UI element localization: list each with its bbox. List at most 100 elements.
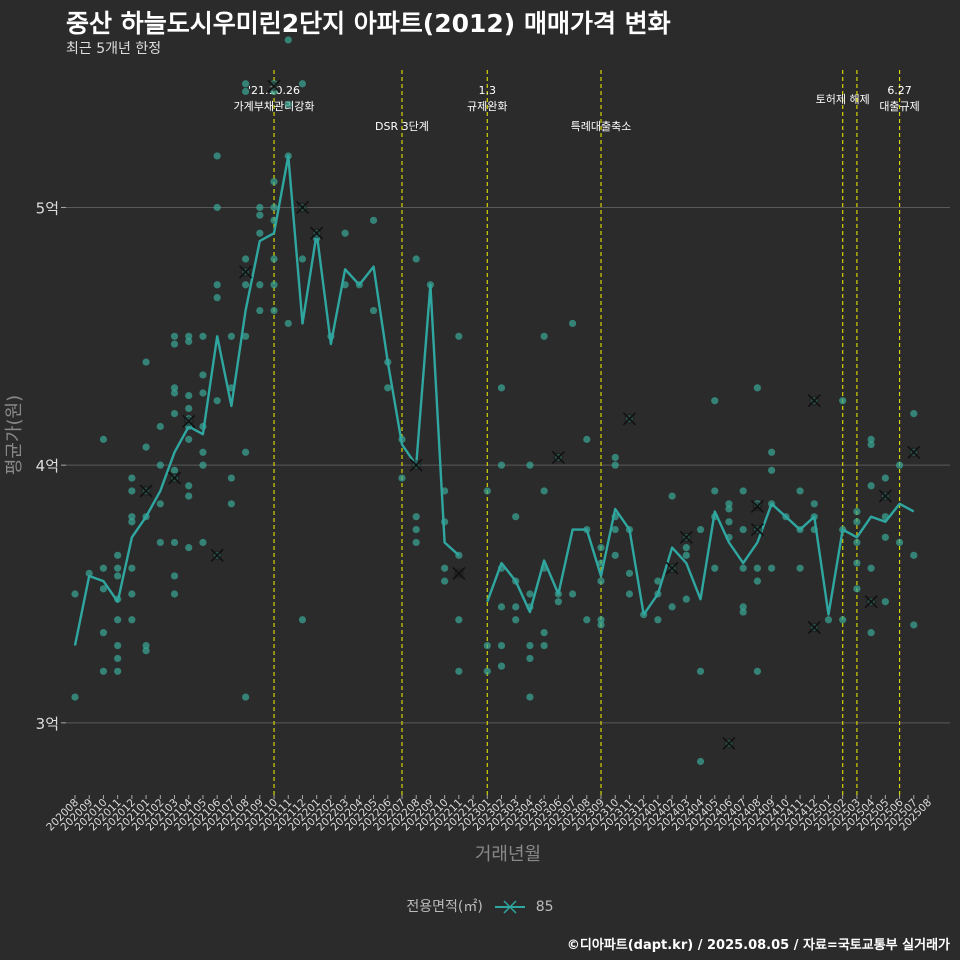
data-point (128, 474, 136, 482)
highlight-marker (551, 450, 565, 464)
data-point (853, 507, 861, 516)
data-point (441, 577, 449, 585)
data-point (497, 461, 506, 469)
highlight-marker (167, 471, 182, 485)
data-point (398, 474, 406, 482)
data-point (910, 551, 918, 559)
data-point (540, 487, 548, 495)
data-point (512, 603, 520, 611)
legend: 전용면적(㎡) 85 (0, 896, 960, 916)
data-point (242, 693, 250, 701)
data-point (242, 87, 250, 96)
highlight-cross (239, 265, 253, 279)
x-axis-label: 거래년월 (475, 844, 541, 865)
data-point (341, 229, 349, 237)
data-point (199, 538, 207, 547)
highlight-marker (665, 561, 679, 575)
data-point (455, 616, 463, 624)
highlight-cross (210, 548, 224, 562)
data-point (99, 667, 108, 675)
data-point (170, 590, 179, 598)
highlight-cross (722, 736, 736, 751)
data-point (128, 616, 136, 624)
data-point (142, 358, 150, 366)
data-point (185, 435, 193, 443)
highlight-cross (182, 414, 196, 428)
data-point (142, 443, 150, 451)
highlight-marker (722, 736, 736, 751)
data-point (170, 572, 179, 580)
highlight-marker (622, 412, 637, 426)
data-point (114, 654, 122, 663)
data-point (753, 667, 762, 675)
data-point (114, 641, 122, 650)
event-label: 대출규제 (879, 100, 919, 113)
data-point (682, 595, 690, 603)
data-point (654, 577, 662, 585)
data-point (910, 410, 918, 418)
data-point (170, 340, 179, 348)
data-point (611, 461, 619, 469)
data-point (568, 319, 577, 328)
highlight-cross (139, 484, 153, 498)
data-point (483, 641, 491, 650)
data-point (412, 538, 420, 547)
series-line (73, 154, 460, 646)
highlight-marker (310, 226, 324, 240)
data-point (867, 564, 875, 572)
highlight-markers (139, 79, 921, 751)
data-point (199, 448, 207, 456)
data-point (256, 203, 264, 212)
data-point (170, 466, 179, 474)
chart-title: 중산 하늘도시우미린2단지 아파트(2012) 매매가격 변화 (66, 9, 671, 38)
highlight-marker (878, 489, 892, 503)
data-point (170, 332, 179, 340)
data-point (711, 397, 719, 405)
highlight-marker (295, 200, 310, 215)
event-markers: '21.10.26가계부채관리강화DSR 3단계1.3규제완화특례대출축소토허제… (234, 70, 920, 795)
data-point (497, 384, 506, 392)
data-point (128, 513, 136, 521)
data-point (853, 559, 861, 567)
data-point (71, 693, 79, 701)
data-point (668, 492, 676, 500)
data-point (170, 410, 179, 418)
transaction-points (71, 36, 918, 766)
data-point (526, 461, 534, 469)
event-label: 규제완화 (467, 100, 507, 113)
data-point (625, 569, 634, 577)
data-point (256, 306, 264, 315)
data-point (114, 616, 122, 624)
data-point (185, 482, 193, 490)
data-point (256, 211, 264, 219)
data-point (213, 397, 221, 405)
event-label: 1.3 (479, 84, 497, 97)
highlight-cross (878, 489, 892, 503)
data-point (497, 662, 506, 670)
data-point (227, 500, 235, 508)
data-point (597, 544, 605, 552)
data-point (242, 255, 250, 263)
y-axis-label: 평균가(원) (4, 395, 25, 475)
data-point (412, 513, 420, 521)
data-point (256, 229, 264, 237)
data-point (185, 391, 193, 400)
data-point (540, 629, 548, 637)
data-point (682, 551, 690, 559)
highlight-cross (807, 620, 821, 635)
data-point (725, 505, 733, 513)
data-point (114, 667, 122, 675)
data-point (910, 621, 918, 629)
data-point (583, 616, 591, 624)
data-point (213, 203, 221, 212)
data-point (142, 647, 150, 655)
data-point (455, 667, 463, 675)
highlight-marker (864, 595, 878, 609)
data-point (753, 577, 762, 585)
chart-subtitle: 최근 5개년 한정 (66, 41, 162, 57)
data-point (128, 487, 136, 495)
highlight-cross (295, 200, 310, 215)
data-point (739, 487, 747, 495)
data-point (711, 487, 719, 495)
data-point (156, 422, 164, 431)
